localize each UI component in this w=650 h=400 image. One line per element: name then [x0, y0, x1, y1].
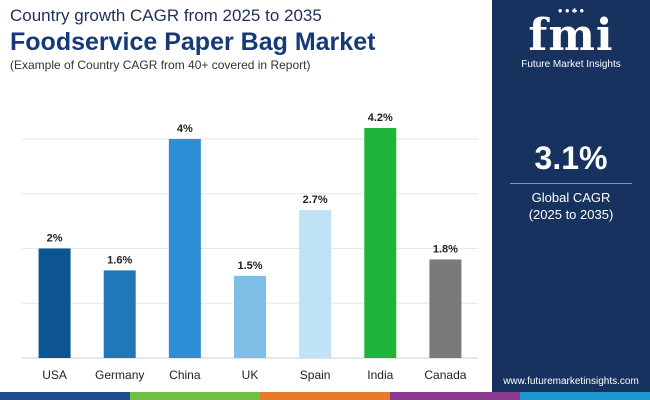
- data-label: 1.5%: [237, 260, 262, 272]
- bar: [364, 128, 397, 358]
- chart-subtitle: Country growth CAGR from 2025 to 2035: [10, 6, 322, 25]
- bar: [299, 210, 332, 358]
- data-label: 1.6%: [107, 254, 132, 266]
- bottom-bar-segment: [260, 392, 390, 400]
- chart-title: Foodservice Paper Bag Market: [10, 28, 376, 56]
- chart-note: (Example of Country CAGR from 40+ covere…: [10, 58, 311, 72]
- global-cagr-period: (2025 to 2035): [528, 207, 614, 222]
- cagr-divider: [510, 183, 632, 184]
- data-label: 1.8%: [433, 243, 458, 255]
- x-tick-label: India: [367, 368, 393, 382]
- bottom-bar-segment: [520, 392, 650, 400]
- brand-name: Future Market Insights: [521, 59, 621, 70]
- bottom-bar-segment: [0, 392, 130, 400]
- data-label: 4.2%: [368, 112, 393, 124]
- bar: [103, 270, 136, 358]
- bottom-bar-segment: [390, 392, 520, 400]
- website-link[interactable]: www.futuremarketinsights.com: [503, 376, 639, 387]
- bar: [168, 138, 201, 358]
- x-tick-label: USA: [42, 368, 67, 382]
- bar-chart: 2% USA 1.6% Germany 4% China 1.5% UK 2.7% Spain 4.…: [22, 112, 478, 382]
- bottom-color-bar: [0, 392, 650, 400]
- global-cagr-label: Global CAGR: [531, 190, 611, 205]
- x-tick-label: Canada: [424, 368, 466, 382]
- logo-icons: ● ● ♣ ●: [557, 6, 585, 15]
- global-cagr-value: 3.1%: [534, 140, 608, 176]
- side-panel: ● ● ♣ ● fmi Future Market Insights 3.1% …: [492, 0, 650, 392]
- data-label: 4%: [177, 123, 193, 135]
- bar: [38, 248, 71, 358]
- x-tick-label: Germany: [95, 368, 144, 382]
- bar: [234, 275, 266, 358]
- bar: [429, 259, 462, 358]
- fmi-logo: fmi: [528, 10, 614, 61]
- x-tick-label: UK: [242, 368, 259, 382]
- data-label: 2%: [47, 232, 63, 244]
- data-label: 2.7%: [303, 194, 328, 206]
- x-tick-label: Spain: [300, 368, 331, 382]
- bottom-bar-segment: [130, 392, 260, 400]
- x-tick-label: China: [169, 368, 201, 382]
